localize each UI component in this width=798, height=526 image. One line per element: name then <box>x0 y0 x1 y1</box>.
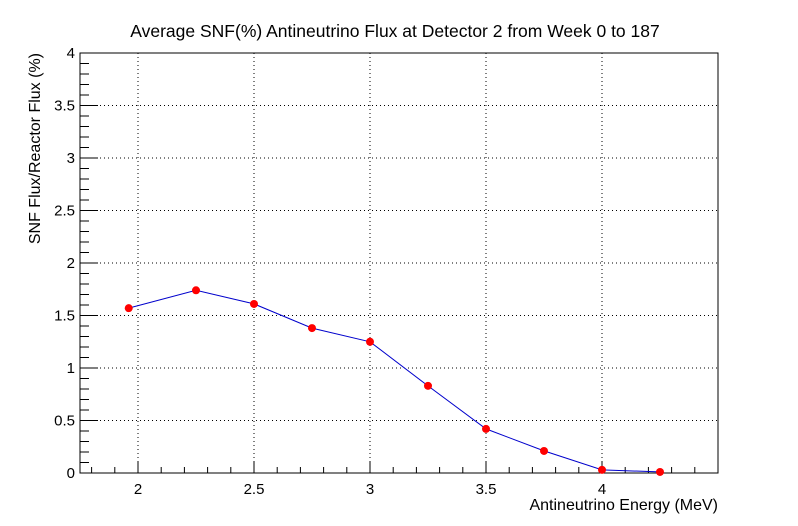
y-tick-label: 3.5 <box>54 98 75 115</box>
data-point <box>192 286 200 295</box>
y-axis-title: SNF Flux/Reactor Flux (%) <box>27 53 44 244</box>
y-tick-label: 2 <box>67 255 75 272</box>
x-tick-label: 2.5 <box>244 481 265 498</box>
x-tick-label: 2 <box>134 481 142 498</box>
data-point <box>598 465 606 474</box>
data-series <box>124 286 664 476</box>
data-point <box>656 467 664 476</box>
chart-title: Average SNF(%) Antineutrino Flux at Dete… <box>130 21 659 41</box>
data-point <box>308 324 316 333</box>
y-tick-label: 3 <box>67 150 75 167</box>
data-point <box>366 337 374 346</box>
data-point <box>124 304 133 313</box>
data-point <box>482 424 490 433</box>
data-point <box>540 446 548 455</box>
data-point <box>424 381 432 390</box>
x-tick-label: 3.5 <box>476 481 497 498</box>
x-axis-title: Antineutrino Energy (MeV) <box>529 497 718 514</box>
y-tick-label: 4 <box>67 45 75 62</box>
data-point <box>250 299 258 308</box>
y-tick-label: 0.5 <box>54 413 75 430</box>
y-tick-label: 1.5 <box>54 308 75 325</box>
tick-labels: 2 2.5 3 3.5 4 0 0.5 1 1.5 2 2.5 3 3.5 4 <box>54 45 606 498</box>
x-tick-label: 3 <box>366 481 374 498</box>
y-tick-label: 0 <box>67 465 75 482</box>
y-tick-label: 1 <box>67 360 75 377</box>
y-tick-label: 2.5 <box>54 203 75 220</box>
ticks <box>80 52 719 474</box>
x-tick-label: 4 <box>598 481 606 498</box>
series-line <box>128 289 661 473</box>
